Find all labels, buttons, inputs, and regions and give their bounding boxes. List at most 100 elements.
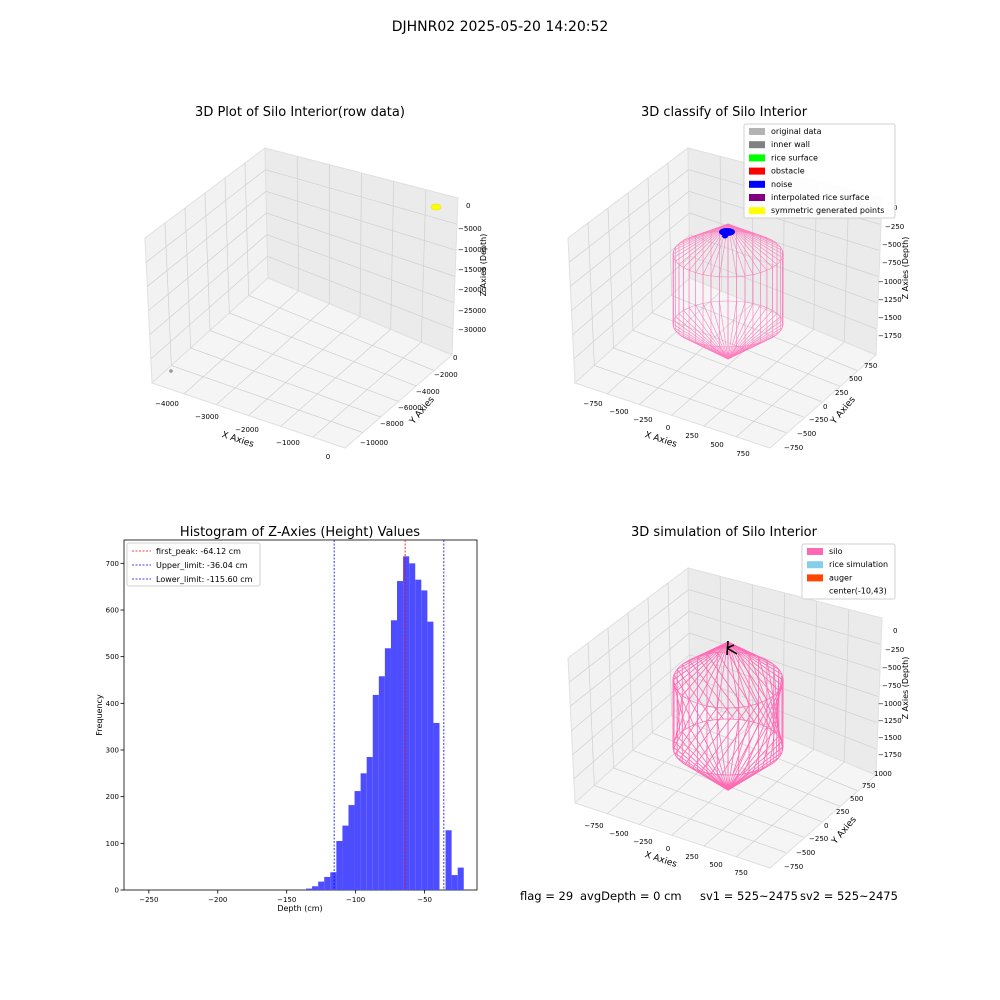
raw-3d-z-tick: −10000 [458,246,486,254]
histogram-bar [366,757,373,890]
classify-x-tick: −500 [609,408,628,416]
classify-y-tick: 750 [864,362,877,370]
legend-label: symmetric generated points [771,206,884,215]
legend-swatch [807,574,823,582]
raw-3d-y-tick: −10000 [360,439,388,447]
simulation-z-tick: −1250 [878,717,902,725]
histogram-bars [306,556,464,890]
histogram-y-label: Frequency [95,694,104,736]
histogram-legend-first-peak: first_peak: -64.12 cm [156,547,241,556]
classify-z-tick: −750 [882,259,901,267]
histogram-reference-lines [333,540,445,890]
simulation-z-tick: −1750 [878,751,902,759]
classify-x-tick: 500 [710,441,723,449]
histogram-x-tick: −50 [417,896,432,904]
raw-3d-z-tick: −30000 [458,326,486,334]
simulation-x-ticks: −750 −500 −250 0 250 500 750 [584,822,747,877]
simulation-z-label: Z Axies (Depth) [901,657,910,720]
classify-z-tick: −250 [885,223,904,231]
simulation-x-tick: 0 [666,845,670,853]
simulation-y-tick: 500 [850,795,863,803]
footer-flag: flag = 29 [520,889,574,903]
simulation-y-tick: 250 [836,808,849,816]
classify-z-tick: −1250 [878,296,902,304]
legend-swatch [749,154,765,162]
classify-x-tick: 750 [736,450,749,458]
raw-3d-x-tick: −2000 [235,426,259,434]
histogram-legend-lower-limit: Lower_limit: -115.60 cm [156,575,253,584]
histogram-bar [378,676,385,890]
histogram-bar [360,773,367,890]
raw-3d-x-tick: −1000 [276,439,300,447]
simulation-z-tick: −1500 [878,734,902,742]
legend-label: rice simulation [829,560,888,569]
histogram-y-tick: 300 [106,747,119,755]
simulation-z-tick: −1000 [878,700,902,708]
raw-3d-x-tick: −4000 [155,400,179,408]
simulation-y-tick: −500 [796,849,815,857]
legend-label: interpolated rice surface [771,193,869,202]
simulation-silo-wireframe [672,641,784,791]
classify-x-label: X Axies [643,430,678,450]
simulation-x-tick: −500 [609,830,628,838]
simulation-x-tick: 500 [709,861,722,869]
simulation-x-tick: −250 [633,838,652,846]
simulation-center-marker [726,640,738,656]
raw-3d-y-tick: −8000 [380,420,404,428]
panel-simulation-3d: 3D simulation of Silo Interior −750 −500… [567,525,910,877]
classify-y-tick: −500 [797,430,816,438]
histogram-bar [457,867,464,890]
raw-3d-gray-point [169,369,173,373]
legend-swatch [749,128,765,135]
histogram-bar [421,590,428,890]
histogram-y-tick: 700 [106,560,119,568]
classify-3d-title: 3D classify of Silo Interior [641,105,808,120]
histogram-bar [384,648,391,890]
legend-label: inner wall [771,140,810,149]
simulation-y-tick: 750 [862,782,875,790]
raw-3d-z-tick: −5000 [458,225,482,233]
histogram-bar [415,579,422,890]
simulation-y-label: Y Axies [830,815,859,847]
figure-suptitle: DJHNR02 2025-05-20 14:20:52 [392,19,609,35]
legend-label: noise [771,180,792,189]
legend-label: silo [829,547,843,556]
raw-3d-title: 3D Plot of Silo Interior(row data) [195,105,405,120]
legend-swatch [749,207,765,215]
simulation-z-tick: −250 [885,646,904,654]
legend-label: original data [771,127,822,136]
classify-x-tick: −750 [583,400,602,408]
histogram-bar [312,886,319,890]
simulation-x-label: X Axies [643,850,678,870]
simulation-3d-title: 3D simulation of Silo Interior [631,525,818,540]
footer-avg-depth: avgDepth = 0 cm [580,889,682,903]
raw-3d-x-tick: −3000 [195,413,219,421]
legend-label: center(-10,43) [829,587,887,596]
raw-3d-y-ticks: −10000 −8000 −6000 −4000 −2000 0 [360,354,458,447]
classify-x-tick: −250 [633,416,652,424]
simulation-x-tick: 250 [685,853,698,861]
histogram-legend-upper-limit: Upper_limit: -36.04 cm [156,561,248,570]
histogram-y-ticks: 0 100 200 300 400 500 600 700 [106,560,124,895]
histogram-y-tick: 200 [106,793,119,801]
panel-raw-3d: 3D Plot of Silo Interior(row data) −4000… [144,105,488,461]
panel-classify-3d: 3D classify of Silo Interior −750 −500 −… [567,105,910,458]
simulation-z-ticks: 0 −250 −500 −750 −1000 −1250 −1500 −1750 [878,627,904,759]
footer-sv1: sv1 = 525~2475 [700,889,798,903]
simulation-x-tick: 750 [734,869,747,877]
classify-z-tick: −500 [882,241,901,249]
raw-3d-x-tick: 0 [326,453,330,461]
classify-legend: original data inner wall rice surface obsta… [743,123,896,219]
histogram-x-tick: −250 [139,896,158,904]
histogram-bar [451,875,458,890]
raw-3d-z-label: Z Axies (Depth) [479,234,488,297]
histogram-bar [433,722,440,890]
raw-3d-z-tick: −20000 [458,286,486,294]
raw-3d-yellow-cluster [430,203,442,211]
histogram-bar [336,841,343,890]
histogram-bar [445,830,452,890]
classify-y-label: Y Axies [829,395,858,427]
histogram-x-label: Depth (cm) [277,904,322,913]
histogram-y-tick: 500 [106,653,119,661]
legend-swatch [749,167,765,175]
